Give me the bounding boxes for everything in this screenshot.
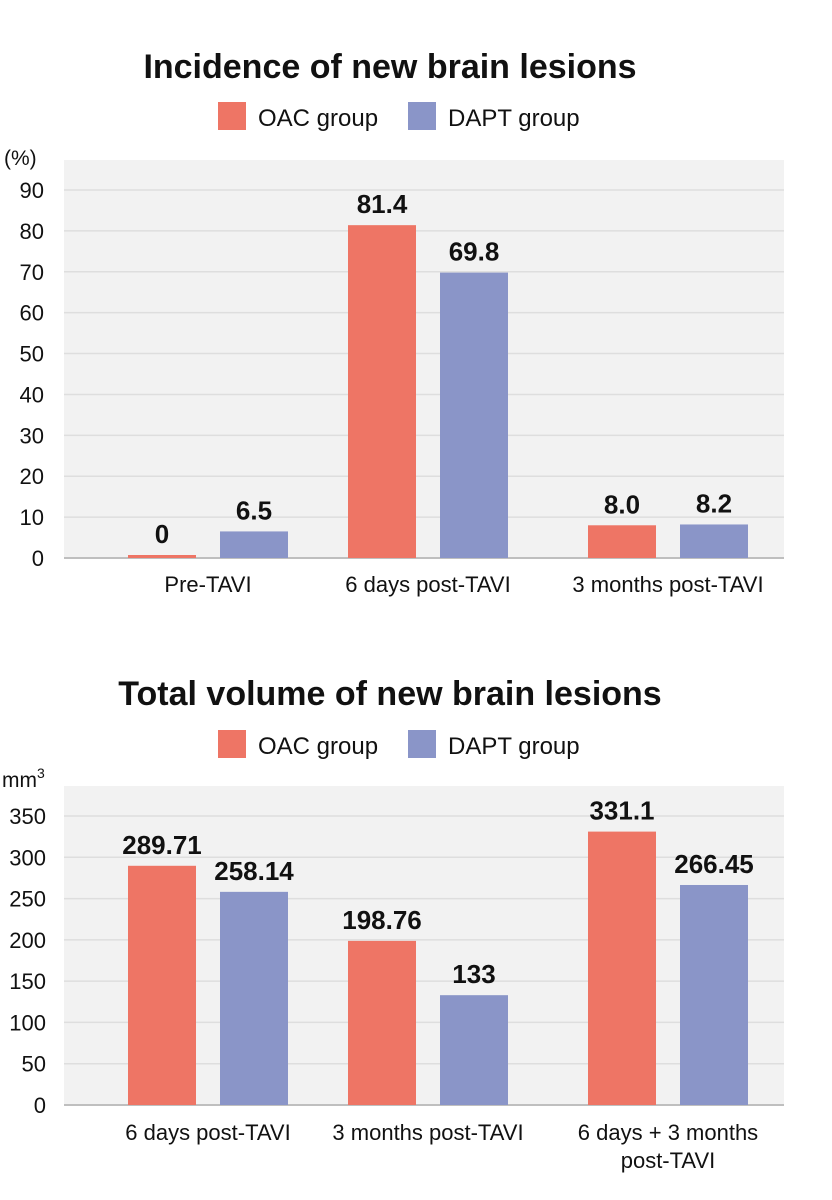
chart-volume: 0 50 100 150 200 250 300 350 mm3 Total volume of … <box>2 675 784 1173</box>
chart-incidence: 0 10 20 30 40 50 60 70 80 90 (%) Incidence of new b… <box>4 48 784 597</box>
bar-oac <box>588 831 656 1105</box>
category-label: 6 days + 3 months post-TAVI <box>578 1120 758 1173</box>
category-label: 3 months post-TAVI <box>332 1120 523 1145</box>
y-axis-unit-superscript: 3 <box>37 765 45 781</box>
data-label: 258.14 <box>214 856 294 886</box>
bar-dapt <box>440 272 508 558</box>
y-tick-label: 10 <box>20 505 44 530</box>
bar-oac <box>128 865 196 1105</box>
category-label: 3 months post-TAVI <box>572 572 763 597</box>
data-label: 8.0 <box>604 489 640 519</box>
bar-dapt <box>220 531 288 558</box>
y-tick-label: 70 <box>20 260 44 285</box>
bar-oac <box>348 940 416 1105</box>
legend-label-dapt: DAPT group <box>448 733 580 760</box>
data-label: 198.76 <box>342 905 422 935</box>
legend-swatch-oac <box>218 730 246 758</box>
y-tick-label: 0 <box>32 546 44 571</box>
legend-label-oac: OAC group <box>258 105 378 132</box>
data-label: 266.45 <box>674 849 754 879</box>
data-label: 8.2 <box>696 488 732 518</box>
y-tick-label: 300 <box>9 845 46 870</box>
legend-swatch-oac <box>218 102 246 130</box>
y-tick-label: 60 <box>20 301 44 326</box>
bar-dapt <box>680 524 748 558</box>
y-tick-label: 0 <box>34 1093 46 1118</box>
data-label: 6.5 <box>236 495 272 525</box>
y-tick-label: 50 <box>22 1052 46 1077</box>
bar-oac <box>128 555 196 558</box>
y-axis-unit: (%) <box>4 147 37 170</box>
y-tick-label: 90 <box>20 178 44 203</box>
chart-title: Incidence of new brain lesions <box>143 48 636 86</box>
data-label: 81.4 <box>357 189 408 219</box>
y-tick-label: 250 <box>9 887 46 912</box>
legend-swatch-dapt <box>408 730 436 758</box>
category-label: 6 days post-TAVI <box>345 572 510 597</box>
data-label: 69.8 <box>449 237 500 267</box>
y-tick-label: 200 <box>9 928 46 953</box>
bar-oac <box>588 525 656 558</box>
y-tick-label: 30 <box>20 423 44 448</box>
chart-title: Total volume of new brain lesions <box>118 675 661 713</box>
data-label: 331.1 <box>589 796 654 826</box>
y-tick-label: 150 <box>9 969 46 994</box>
legend-label-dapt: DAPT group <box>448 105 580 132</box>
bar-oac <box>348 225 416 559</box>
data-label: 0 <box>155 519 169 549</box>
category-label: 6 days post-TAVI <box>125 1120 290 1145</box>
y-tick-label: 80 <box>20 219 44 244</box>
legend-label-oac: OAC group <box>258 733 378 760</box>
y-tick-label: 40 <box>20 382 44 407</box>
data-label: 289.71 <box>122 830 202 860</box>
plot-area <box>64 160 784 558</box>
bar-dapt <box>680 884 748 1105</box>
bar-dapt <box>220 891 288 1105</box>
y-axis-unit: mm3 <box>2 765 45 792</box>
y-tick-label: 50 <box>20 342 44 367</box>
category-label: Pre-TAVI <box>164 572 251 597</box>
y-tick-label: 20 <box>20 464 44 489</box>
bar-dapt <box>440 995 508 1105</box>
legend-swatch-dapt <box>408 102 436 130</box>
y-tick-label: 350 <box>9 804 46 829</box>
y-tick-label: 100 <box>9 1010 46 1035</box>
data-label: 133 <box>452 959 495 989</box>
